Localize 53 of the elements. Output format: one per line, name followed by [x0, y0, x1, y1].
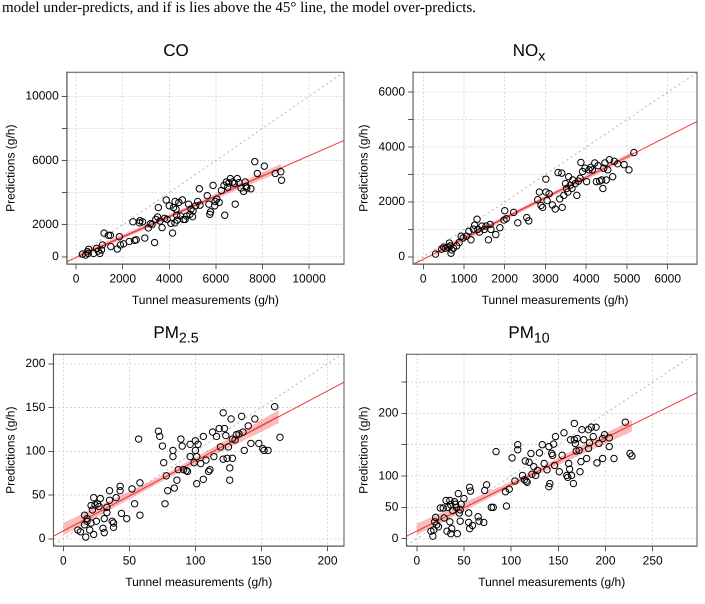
x-tick-label: 250 [642, 554, 663, 568]
y-tick-label: 0 [52, 249, 60, 264]
x-tick-label: 2000 [491, 272, 518, 286]
y-tick-label: 200 [25, 356, 46, 370]
x-tick-label: 0 [420, 272, 427, 286]
chart-title: CO [162, 40, 190, 62]
x-tick-label: 200 [317, 554, 338, 568]
y-tick-label: 0 [38, 531, 46, 546]
x-tick-label: 5000 [614, 272, 641, 286]
y-tick-label: 0 [398, 249, 406, 264]
y-axis-title: Predictions (g/h) [4, 124, 18, 212]
x-tick-label: 0 [413, 554, 420, 568]
y-tick-label: 150 [25, 400, 46, 414]
x-tick-label: 4000 [572, 272, 600, 286]
y-tick-label: 10000 [25, 88, 60, 103]
x-tick-label: 50 [122, 554, 136, 568]
x-tick-label: 100 [501, 554, 522, 568]
y-axis-title: Predictions (g/h) [356, 406, 371, 494]
x-tick-label: 2000 [109, 272, 136, 286]
chart-title: PM$_{2.5}$ [152, 322, 200, 346]
x-axis-title: Tunnel measurements (g/h) [125, 575, 272, 590]
x-tick-label: 1000 [450, 272, 478, 286]
x-tick-label: 50 [457, 554, 471, 568]
x-tick-label: 6000 [202, 272, 230, 286]
y-tick-label: 100 [378, 468, 399, 482]
y-tick-label: 200 [378, 406, 399, 420]
x-tick-label: 6000 [654, 272, 682, 286]
y-tick-label: 50 [385, 500, 399, 514]
x-tick-label: 100 [185, 554, 206, 568]
y-tick-label: 2000 [32, 217, 60, 232]
y-axis-title: Predictions (g/h) [4, 406, 18, 494]
y-tick-label: 50 [32, 487, 46, 502]
x-tick-label: 8000 [249, 272, 276, 286]
x-tick-label: 4000 [156, 272, 183, 286]
y-tick-label: 6000 [378, 84, 406, 99]
y-axis-title: Predictions (g/h) [356, 124, 371, 212]
x-axis-title: Tunnel measurements (g/h) [132, 293, 279, 308]
x-tick-label: 10000 [292, 272, 326, 286]
y-tick-label: 100 [25, 444, 46, 458]
x-tick-label: 150 [251, 554, 272, 568]
x-axis-title: Tunnel measurements (g/h) [482, 293, 629, 308]
x-tick-label: 200 [595, 554, 616, 568]
x-axis-title: Tunnel measurements (g/h) [478, 575, 626, 590]
chart-title: PM$_{10}$ [507, 322, 551, 346]
x-tick-label: 0 [72, 272, 80, 286]
text: model under-predicts, and if is lies above the 45° line, the model over-predicts. [2, 0, 478, 16]
y-tick-label: 2000 [378, 194, 406, 208]
chart-title: NO$_{x}$ [512, 40, 546, 64]
y-tick-label: 4000 [378, 139, 406, 154]
y-tick-label: 6000 [32, 152, 60, 167]
x-tick-label: 3000 [532, 272, 560, 286]
x-tick-label: 150 [548, 554, 569, 568]
y-tick-label: 0 [392, 530, 399, 545]
